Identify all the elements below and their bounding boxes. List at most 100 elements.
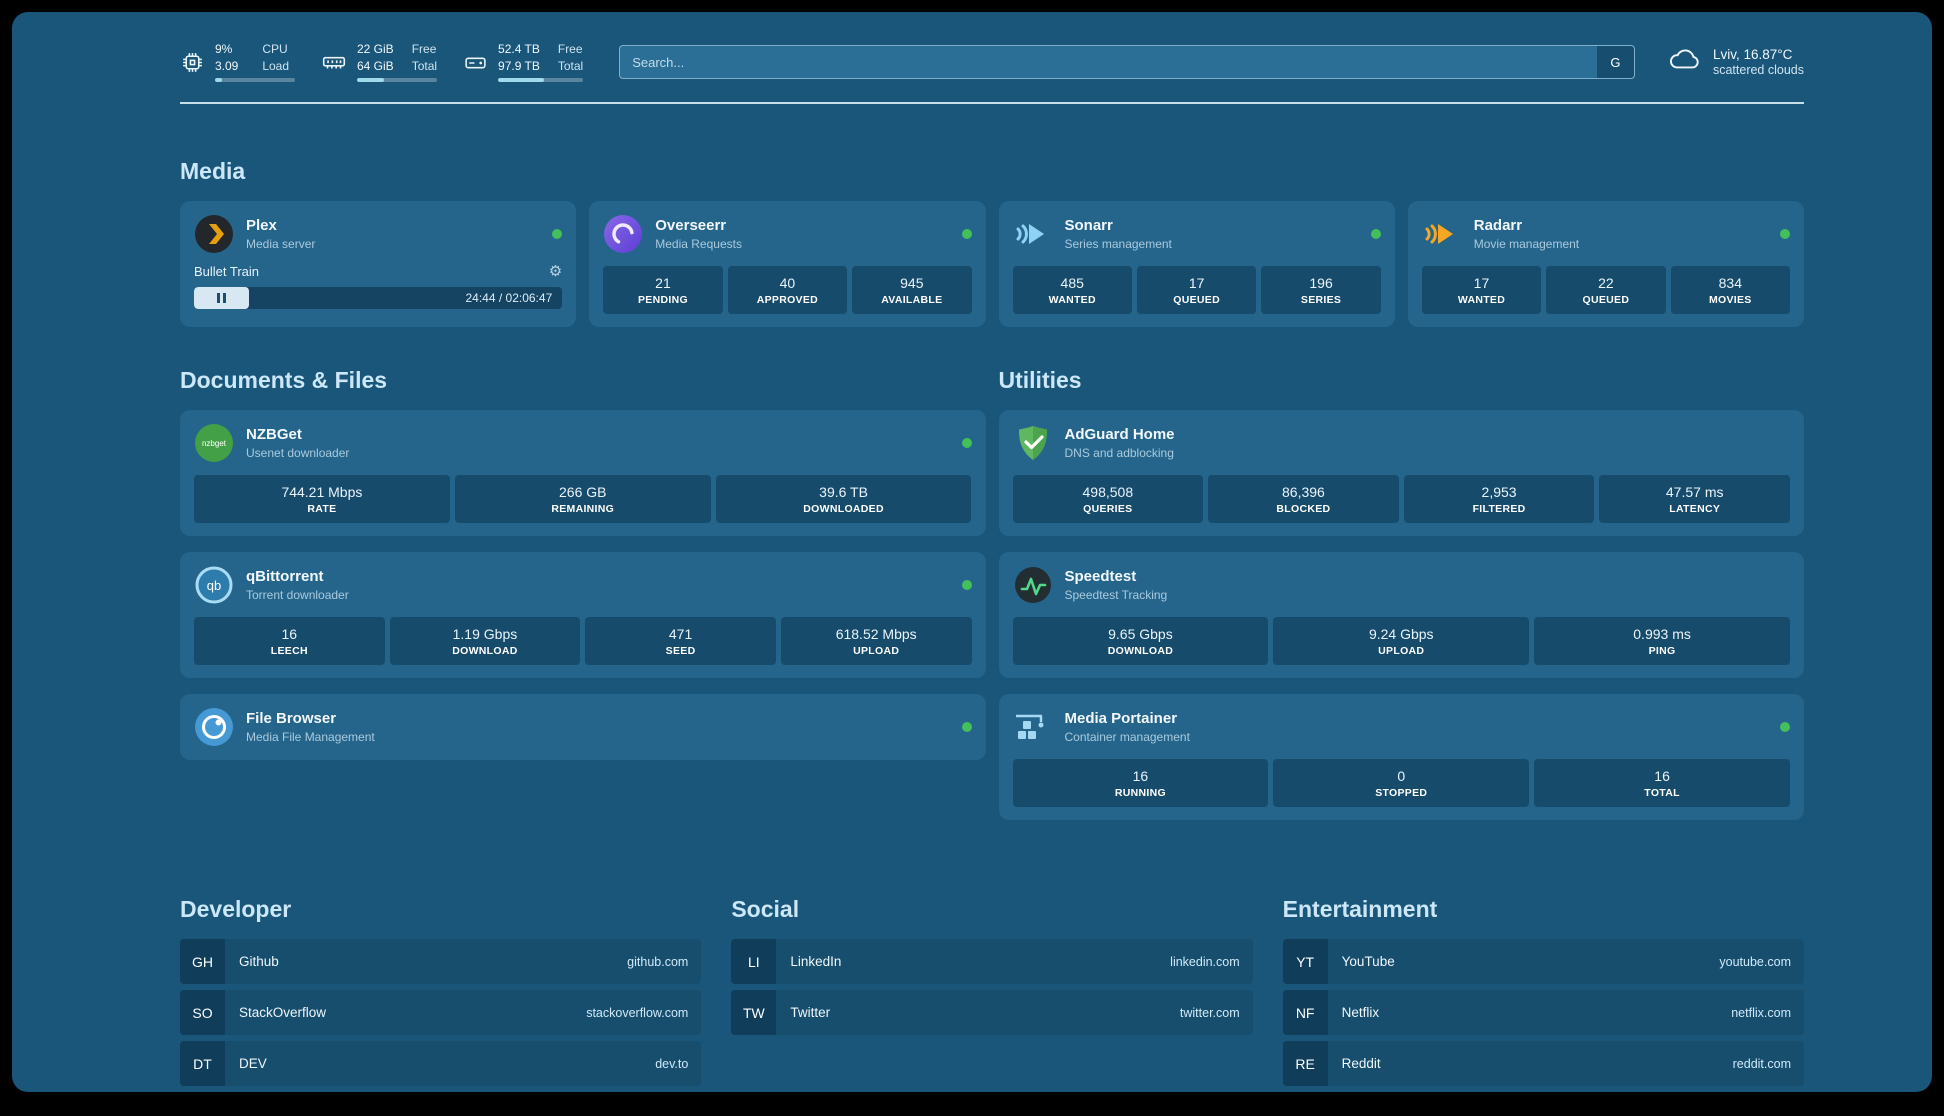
stat-value: 945 <box>900 275 924 292</box>
bookmark-name: StackOverflow <box>239 1005 327 1021</box>
bookmark-url: github.com <box>627 954 689 969</box>
bookmark-twitter[interactable]: TW Twitter twitter.com <box>731 990 1253 1036</box>
memory-readout: 22 GiB Free 64 GiB Total <box>357 42 438 83</box>
card-overseerr[interactable]: Overseerr Media Requests 21 PENDING 40 APP… <box>589 201 986 328</box>
stat-value: 266 GB <box>559 484 607 501</box>
stat-tile: 16 LEECH <box>194 617 385 666</box>
stat-label: QUERIES <box>1083 503 1133 516</box>
stat-value: 21 <box>655 275 671 292</box>
bookmark-linkedin[interactable]: LI LinkedIn linkedin.com <box>731 939 1253 985</box>
memory-widget: 22 GiB Free 64 GiB Total <box>321 42 438 83</box>
cpu-icon <box>180 50 205 75</box>
stat-value: 86,396 <box>1282 484 1325 501</box>
speedtest-titles: Speedtest Speedtest Tracking <box>1065 568 1168 602</box>
service-subtitle: Container management <box>1064 730 1190 745</box>
stat-value: 744.21 Mbps <box>281 484 363 501</box>
card-speedtest[interactable]: Speedtest Speedtest Tracking 9.65 Gbps DO… <box>998 552 1804 679</box>
playback-progress-fill <box>194 287 250 310</box>
filebrowser-titles: File Browser Media File Management <box>246 710 375 744</box>
stat-label: DOWNLOAD <box>1107 645 1174 658</box>
stat-value: 2,953 <box>1481 484 1517 501</box>
service-name: Overseerr <box>655 217 727 235</box>
bookmark-dev[interactable]: DT DEV dev.to <box>180 1041 702 1087</box>
lower-columns: Documents & Files nzbget NZBGet Usenet d… <box>180 327 1804 836</box>
playback-progress-bar[interactable]: 24:44 / 02:06:47 <box>194 287 563 310</box>
service-subtitle: Series management <box>1064 237 1172 252</box>
storage-progress-fill <box>498 78 545 83</box>
stat-label: UPLOAD <box>853 645 900 658</box>
stat-label: DOWNLOADED <box>803 503 884 516</box>
stat-label: TOTAL <box>1644 787 1680 800</box>
adguard-icon <box>1013 423 1053 463</box>
bookmark-group-title: Entertainment <box>1282 896 1438 923</box>
dashboard-content: 9% CPU 3.09 Load <box>180 12 1804 1092</box>
stat-tile: 0 STOPPED <box>1273 759 1530 808</box>
card-portainer[interactable]: Media Portainer Container management 16 R… <box>998 694 1804 821</box>
search-engine-button[interactable]: G <box>1596 45 1635 80</box>
card-nzbget[interactable]: nzbget NZBGet Usenet downloader 744.21 M… <box>180 410 986 537</box>
weather-location: Lviv, 16.87°C <box>1712 47 1793 63</box>
storage-free-value: 52.4 TB <box>498 42 540 56</box>
stat-tile: 22 QUEUED <box>1546 266 1666 315</box>
stat-label: BLOCKED <box>1276 503 1331 516</box>
cloud-icon <box>1667 46 1703 79</box>
bookmark-reddit[interactable]: RE Reddit reddit.com <box>1282 1041 1804 1087</box>
service-name: Sonarr <box>1064 217 1113 235</box>
stat-label: SEED <box>665 645 696 658</box>
nzbget-stats: 744.21 Mbps RATE 266 GB REMAINING 39.6 TB D… <box>194 475 972 524</box>
header-divider <box>180 102 1804 105</box>
service-subtitle: Movie management <box>1473 237 1580 252</box>
cpu-readout: 9% CPU 3.09 Load <box>215 42 295 83</box>
bookmark-stackoverflow[interactable]: SO StackOverflow stackoverflow.com <box>180 990 702 1036</box>
qbittorrent-stats: 16 LEECH 1.19 Gbps DOWNLOAD 471 SEED 618.52… <box>194 617 972 666</box>
stat-value: 16 <box>281 626 298 643</box>
card-sonarr[interactable]: Sonarr Series management 485 WANTED 17 QUE… <box>998 201 1395 328</box>
card-qbittorrent[interactable]: qb qBittorrent Torrent downloader 16 LEEC… <box>180 552 986 679</box>
portainer-stats: 16 RUNNING 0 STOPPED 16 TOTAL <box>1012 759 1791 808</box>
bookmark-url: linkedin.com <box>1170 954 1240 969</box>
stat-value: 17 <box>1188 275 1205 292</box>
bookmark-github[interactable]: GH Github github.com <box>180 939 702 985</box>
bookmark-youtube[interactable]: YT YouTube youtube.com <box>1282 939 1804 985</box>
search-input[interactable] <box>619 45 1597 80</box>
stat-value: 0.993 ms <box>1633 626 1691 643</box>
stat-value: 498,508 <box>1082 484 1134 501</box>
card-adguard[interactable]: AdGuard Home DNS and adblocking 498,508 Q… <box>998 410 1804 537</box>
nzbget-titles: NZBGet Usenet downloader <box>246 426 349 460</box>
bookmark-url: twitter.com <box>1179 1005 1240 1020</box>
status-dot <box>1780 229 1790 240</box>
stat-tile: 498,508 QUERIES <box>1012 475 1204 524</box>
github-icon: GH <box>180 939 225 985</box>
card-plex[interactable]: Plex Media server Bullet Train ⚙ 24:44 /… <box>180 201 577 328</box>
weather-text: Lviv, 16.87°C scattered clouds <box>1713 47 1804 77</box>
stat-tile: 39.6 TB DOWNLOADED <box>715 475 972 524</box>
bookmark-netflix[interactable]: NF Netflix netflix.com <box>1282 990 1804 1036</box>
bookmark-name: Github <box>239 954 279 970</box>
plex-icon <box>194 214 234 254</box>
radarr-titles: Radarr Movie management <box>1474 217 1579 251</box>
stat-tile: 0.993 ms PING <box>1534 617 1790 666</box>
stat-label: LEECH <box>270 645 308 658</box>
service-subtitle: Speedtest Tracking <box>1064 588 1168 603</box>
card-radarr[interactable]: Radarr Movie management 17 WANTED 22 QUEUE… <box>1407 201 1804 328</box>
stat-label: WANTED <box>1048 294 1096 307</box>
stat-value: 17 <box>1473 275 1490 292</box>
stat-label: RUNNING <box>1114 787 1166 800</box>
card-filebrowser[interactable]: File Browser Media File Management <box>180 694 986 761</box>
stat-label: SERIES <box>1300 294 1342 307</box>
stat-value: 9.24 Gbps <box>1368 626 1434 643</box>
gear-icon[interactable]: ⚙ <box>548 263 563 281</box>
stat-value: 1.19 Gbps <box>452 626 518 643</box>
cpu-label: CPU <box>262 42 288 56</box>
cpu-usage-value: 9% <box>215 42 233 56</box>
status-dot <box>552 229 563 240</box>
pause-icon <box>217 293 221 304</box>
stat-label: REMAINING <box>551 503 615 516</box>
speedtest-icon <box>1013 565 1053 605</box>
linkedin-icon: LI <box>731 939 777 985</box>
stat-tile: 17 WANTED <box>1421 266 1542 315</box>
stat-value: 47.57 ms <box>1665 484 1724 501</box>
status-dot <box>961 722 972 733</box>
stat-value: 834 <box>1718 275 1742 292</box>
storage-total-label: Total <box>557 58 584 73</box>
